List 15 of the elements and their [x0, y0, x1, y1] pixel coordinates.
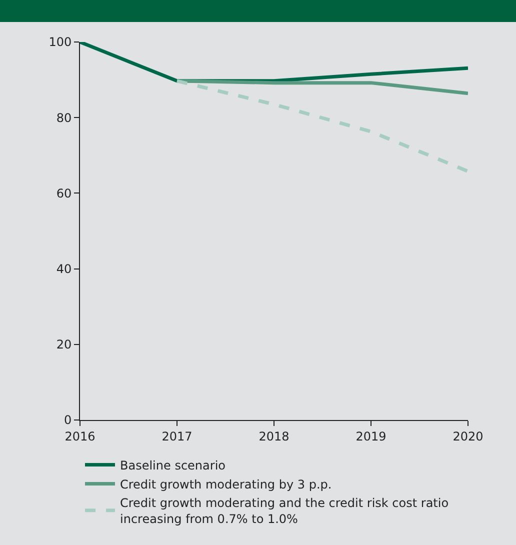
y-tick-label: 80 [56, 110, 72, 125]
y-tick-label: 60 [56, 186, 72, 200]
x-tick-label: 2017 [162, 429, 192, 444]
x-tick-label: 2020 [452, 429, 484, 444]
y-tick-label: 40 [56, 262, 72, 276]
x-tick-label: 2018 [258, 429, 290, 444]
y-tick-label: 100 [48, 35, 72, 50]
x-tick-label: 2019 [356, 429, 386, 444]
line-series [175, 79, 468, 174]
y-tick-label: 20 [56, 338, 72, 352]
legend-label: Baseline scenario [120, 458, 226, 472]
legend-label: Credit growth moderating and the credit risk cost ratio increasing from 0.7% to 1.0% [120, 496, 449, 526]
legend-label: Credit growth moderating by 3 p.p. [120, 477, 332, 492]
y-tick-label: 0 [64, 413, 72, 428]
x-tick-label: 2016 [64, 429, 96, 444]
